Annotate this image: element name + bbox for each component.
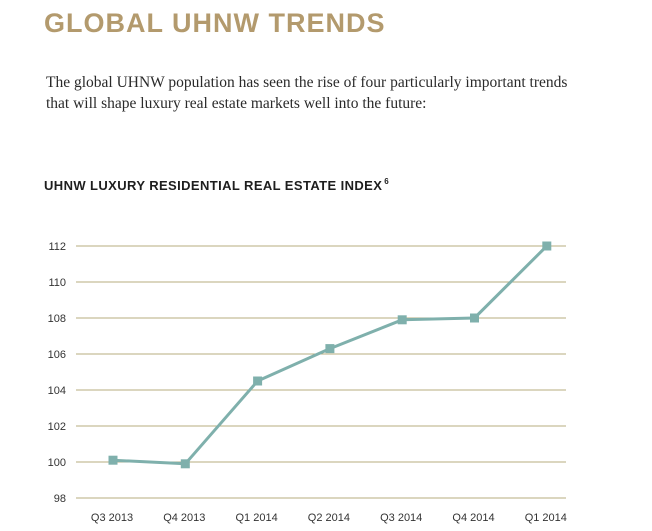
x-tick-label: Q4 2014 <box>452 512 494 524</box>
data-point <box>470 313 479 323</box>
y-axis-ticks: 98 100 102 104 106 108 110 112 <box>48 241 66 505</box>
chart-title-text: UHNW LUXURY RESIDENTIAL REAL ESTATE INDE… <box>44 178 383 193</box>
y-tick-label: 102 <box>48 421 66 433</box>
series-line <box>112 244 548 466</box>
x-tick-label: Q4 2013 <box>163 512 205 524</box>
x-axis-ticks: Q3 2013 Q4 2013 Q1 2014 Q2 2014 Q3 2014 Q4 20… <box>91 512 567 524</box>
y-tick-label: 108 <box>48 313 66 325</box>
data-point <box>108 455 118 465</box>
x-tick-label: Q3 2013 <box>91 512 133 524</box>
x-tick-label: Q3 2014 <box>380 512 422 524</box>
y-tick-label: 112 <box>48 241 66 253</box>
gridlines <box>76 245 566 499</box>
data-point <box>325 344 335 354</box>
x-tick-label: Q1 2014 <box>525 512 567 524</box>
data-point <box>180 459 190 469</box>
chart-title: UHNW LUXURY RESIDENTIAL REAL ESTATE INDE… <box>44 177 389 193</box>
y-tick-label: 106 <box>48 349 66 361</box>
y-tick-label: 98 <box>54 493 66 505</box>
chart-title-footnote: 6 <box>384 177 390 186</box>
data-point <box>253 376 263 386</box>
data-point <box>542 241 552 251</box>
page-title: GLOBAL UHNW TRENDS <box>44 8 386 38</box>
y-tick-label: 100 <box>48 457 66 469</box>
y-tick-label: 104 <box>48 385 66 397</box>
series-layer <box>108 241 552 469</box>
data-point <box>397 315 407 325</box>
intro-paragraph: The global UHNW population has seen the … <box>46 74 568 112</box>
x-tick-label: Q2 2014 <box>308 512 350 524</box>
y-tick-label: 110 <box>48 277 66 289</box>
x-tick-label: Q1 2014 <box>235 512 277 524</box>
